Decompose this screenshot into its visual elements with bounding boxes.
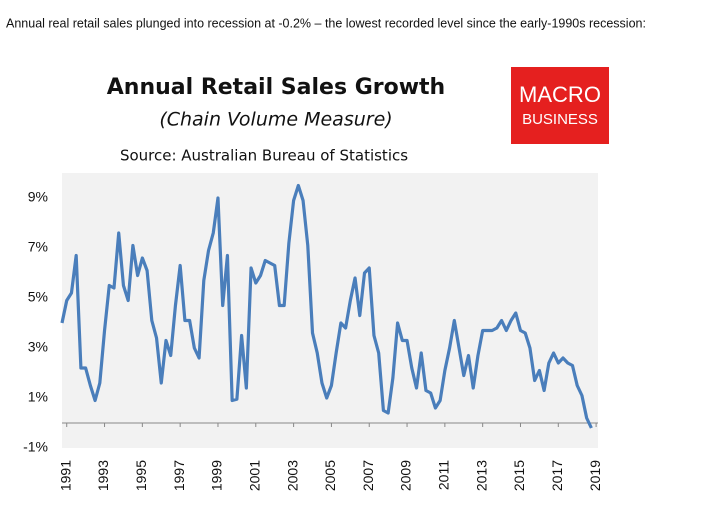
x-tick-label: 2013 — [473, 460, 489, 491]
data-line — [60, 183, 593, 429]
x-tick-label: 2017 — [549, 460, 565, 491]
chart: Annual Retail Sales Growth (Chain Volume… — [107, 67, 609, 165]
chart-source: Source: Australian Bureau of Statistics — [120, 147, 408, 165]
caption: Annual real retail sales plunged into re… — [6, 16, 646, 30]
y-tick-label: 3% — [28, 339, 48, 355]
x-tick-label: 2005 — [322, 460, 338, 491]
x-tick-label: 2011 — [436, 460, 452, 490]
logo-text: BUSINESS — [522, 111, 598, 128]
x-tick-label: 2009 — [398, 460, 414, 491]
y-tick-label: 9% — [28, 189, 48, 205]
logo-text: MACRO — [519, 82, 601, 107]
x-tick-label: 2019 — [587, 460, 603, 491]
chart-title: Annual Retail Sales Growth — [107, 75, 445, 100]
chart-subtitle: (Chain Volume Measure) — [159, 109, 392, 131]
y-tick-label: 5% — [28, 289, 48, 305]
y-tick-label: 1% — [28, 389, 48, 405]
x-tick-label: 1995 — [133, 460, 149, 491]
x-tick-label: 2001 — [246, 460, 262, 491]
x-tick-label: 1999 — [209, 460, 225, 491]
x-tick-label: 1997 — [171, 460, 187, 491]
logo-box — [511, 67, 609, 144]
x-tick-label: 1991 — [57, 460, 73, 491]
x-tick-label: 2015 — [511, 460, 527, 491]
y-tick-label: 7% — [28, 239, 48, 255]
x-tick-label: 2007 — [360, 460, 376, 491]
x-tick-label: 1993 — [95, 460, 111, 491]
x-tick-label: 2003 — [284, 460, 300, 491]
y-tick-label: -1% — [23, 439, 48, 455]
plot-area — [62, 173, 598, 448]
